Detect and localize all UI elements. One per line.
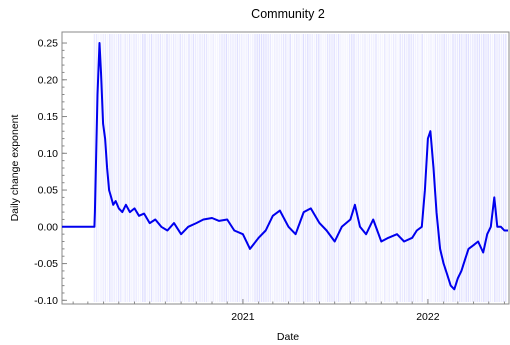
- series-layer: [62, 42, 508, 291]
- x-tick-label: 2021: [231, 311, 255, 323]
- y-axis: -0.10 -0.05 0.00 0.05 0.10 0.15 0.20 0.25: [34, 38, 67, 307]
- x-tick-label: 2022: [416, 311, 440, 323]
- y-tick-label: 0.00: [38, 221, 59, 233]
- y-tick-label: 0.10: [38, 148, 59, 160]
- chart-title: Community 2: [251, 7, 325, 21]
- series-line: [62, 42, 508, 291]
- y-axis-label: Daily change exponent: [9, 115, 21, 222]
- x-axis-label: Date: [277, 331, 299, 343]
- y-tick-label: -0.05: [34, 258, 58, 270]
- y-tick-label: 0.15: [38, 111, 59, 123]
- y-tick-label: 0.25: [38, 38, 59, 50]
- y-tick-label: 0.20: [38, 74, 59, 86]
- x-axis: 2021 2022: [72, 299, 505, 323]
- y-tick-label: 0.05: [38, 185, 59, 197]
- y-tick-label: -0.10: [34, 295, 58, 307]
- uncertainty-band-layer: [93, 34, 507, 302]
